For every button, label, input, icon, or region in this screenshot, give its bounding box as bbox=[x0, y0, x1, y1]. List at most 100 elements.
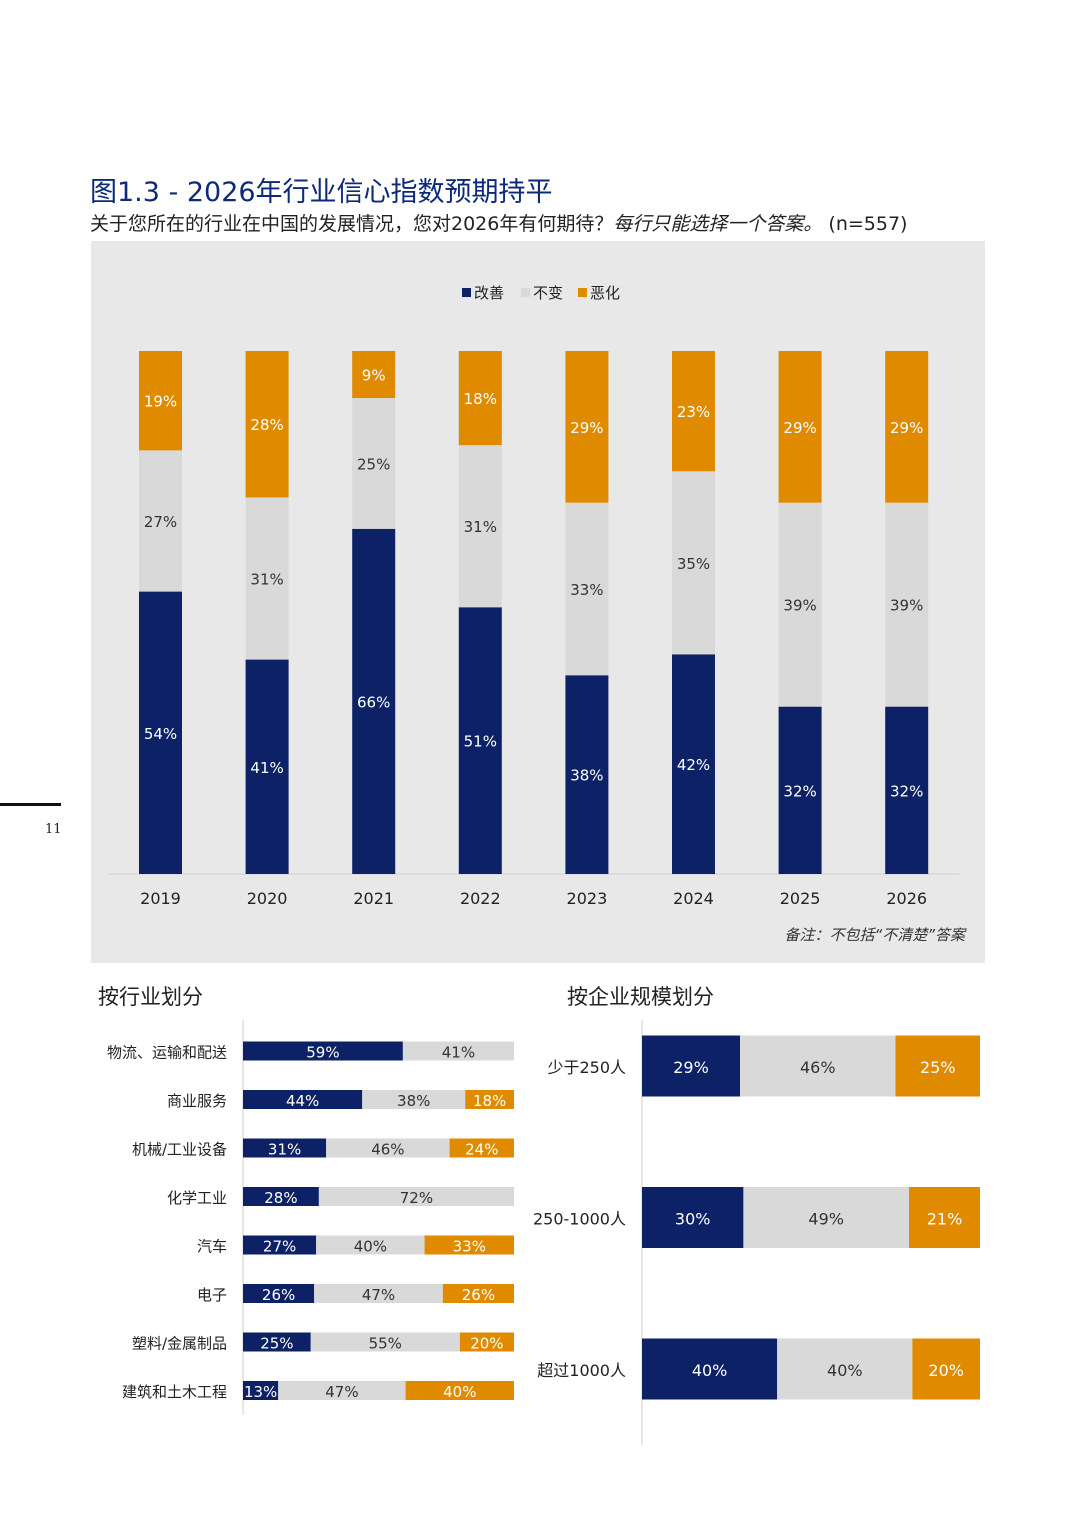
subtitle-sample-size: (n=557) bbox=[828, 213, 908, 235]
x-tick-label-2021: 2021 bbox=[353, 889, 394, 908]
bar-segment-same bbox=[740, 1035, 896, 1097]
category-label: 汽车 bbox=[197, 1238, 227, 1256]
bar-segment-label-improve: 25% bbox=[260, 1335, 293, 1353]
bar-segment-label-same: 55% bbox=[369, 1335, 402, 1353]
industry-section-title: 按行业划分 bbox=[98, 985, 203, 1009]
legend-label-improve: 改善 bbox=[474, 284, 504, 302]
bar-segment-label-worse: 40% bbox=[443, 1383, 476, 1401]
bar-label-2023-worse: 29% bbox=[570, 419, 603, 437]
category-label: 少于250人 bbox=[547, 1058, 626, 1077]
category-label: 电子 bbox=[197, 1286, 227, 1304]
bar-label-2022-improve: 51% bbox=[464, 733, 497, 751]
x-tick-label-2024: 2024 bbox=[673, 889, 714, 908]
bar-segment-improve bbox=[642, 1187, 744, 1248]
bar-segment-label-improve: 40% bbox=[692, 1361, 728, 1380]
bar-segment-label-improve: 27% bbox=[263, 1238, 296, 1256]
bar-segment-label-improve: 44% bbox=[286, 1092, 319, 1110]
bar-label-2022-worse: 18% bbox=[464, 390, 497, 408]
bar-segment-improve bbox=[642, 1338, 778, 1400]
bar-segment-same bbox=[326, 1138, 450, 1158]
bar-segment-same bbox=[314, 1284, 443, 1303]
bar-label-2020-same: 31% bbox=[250, 571, 283, 589]
bar-label-2023-same: 33% bbox=[570, 581, 603, 599]
bar-segment-label-worse: 26% bbox=[462, 1286, 495, 1304]
bar-segment-same bbox=[310, 1332, 460, 1352]
bar-label-2025-worse: 29% bbox=[783, 419, 816, 437]
chart-note: 备注：不包括“不清楚”答案 bbox=[784, 926, 967, 944]
bar-segment-worse bbox=[909, 1187, 980, 1248]
legend-swatch-worse bbox=[578, 288, 587, 297]
main-chart-panel bbox=[91, 241, 985, 963]
bar-segment-label-same: 40% bbox=[354, 1238, 387, 1256]
bar-2021-worse bbox=[352, 351, 396, 399]
bar-segment-label-improve: 31% bbox=[268, 1141, 301, 1159]
bar-segment-label-same: 46% bbox=[800, 1058, 836, 1077]
bar-segment-same bbox=[318, 1187, 514, 1206]
bar-label-2025-same: 39% bbox=[783, 597, 816, 615]
bar-segment-label-worse: 20% bbox=[928, 1361, 964, 1380]
bar-segment-improve bbox=[243, 1138, 327, 1158]
bar-segment-label-improve: 59% bbox=[306, 1044, 339, 1062]
bar-2022-improve bbox=[458, 607, 502, 874]
category-label: 化学工业 bbox=[167, 1189, 227, 1207]
bar-segment-worse bbox=[405, 1381, 514, 1400]
bar-2023-improve bbox=[565, 675, 609, 874]
bar-2026-worse bbox=[885, 351, 929, 503]
bar-2025-worse bbox=[778, 351, 822, 503]
bar-label-2024-improve: 42% bbox=[677, 756, 710, 774]
bar-2025-improve bbox=[778, 706, 822, 874]
bar-2021-improve bbox=[352, 528, 396, 874]
page-title: 图1.3 - 2026年行业信心指数预期持平 bbox=[90, 177, 553, 208]
x-tick-label-2023: 2023 bbox=[567, 889, 608, 908]
legend-swatch-improve bbox=[462, 288, 471, 297]
bar-segment-label-improve: 30% bbox=[675, 1210, 711, 1229]
bar-segment-label-same: 40% bbox=[827, 1361, 863, 1380]
x-tick-label-2022: 2022 bbox=[460, 889, 501, 908]
x-tick-label-2020: 2020 bbox=[247, 889, 288, 908]
bar-segment-improve bbox=[243, 1090, 363, 1109]
bar-segment-label-worse: 25% bbox=[920, 1058, 956, 1077]
bar-2019-same bbox=[139, 450, 182, 592]
bar-label-2026-improve: 32% bbox=[890, 782, 923, 800]
bar-segment-worse bbox=[895, 1035, 980, 1097]
bar-2024-worse bbox=[672, 351, 715, 472]
bar-segment-improve bbox=[243, 1235, 317, 1255]
bar-label-2024-worse: 23% bbox=[677, 403, 710, 421]
bar-2023-same bbox=[565, 502, 609, 676]
bar-segment-label-worse: 21% bbox=[927, 1210, 963, 1229]
page-number: 11 bbox=[45, 822, 62, 837]
bar-segment-same bbox=[278, 1381, 406, 1400]
bar-segment-worse bbox=[459, 1332, 514, 1352]
category-label: 建筑和土木工程 bbox=[122, 1383, 227, 1401]
bar-2022-worse bbox=[458, 351, 502, 446]
category-label: 机械/工业设备 bbox=[132, 1141, 227, 1159]
bar-2026-same bbox=[885, 502, 929, 707]
bar-label-2019-worse: 19% bbox=[144, 393, 177, 411]
category-label: 商业服务 bbox=[167, 1092, 227, 1110]
bar-segment-label-worse: 33% bbox=[453, 1238, 486, 1256]
chart-subtitle: 关于您所在的行业在中国的发展情况，您对2026年有何期待？每行只能选择一个答案。… bbox=[90, 209, 907, 236]
bar-label-2021-worse: 9% bbox=[362, 367, 386, 385]
bar-segment-label-same: 72% bbox=[400, 1189, 433, 1207]
bar-segment-worse bbox=[912, 1338, 980, 1400]
bar-segment-label-improve: 28% bbox=[264, 1189, 297, 1207]
bar-2020-same bbox=[245, 497, 289, 660]
bar-segment-label-worse: 20% bbox=[470, 1335, 503, 1353]
bar-segment-same bbox=[743, 1187, 910, 1248]
bar-segment-label-same: 47% bbox=[362, 1286, 395, 1304]
bar-2025-same bbox=[778, 502, 822, 707]
bar-segment-label-same: 47% bbox=[325, 1383, 358, 1401]
industry-breakdown-chart: 物流、运输和配送 59% 41% 商业服务 44% 38% 18% 机械/工业设备 31% 46%… bbox=[107, 1020, 514, 1415]
bar-2020-worse bbox=[245, 351, 289, 498]
bar-2021-same bbox=[352, 398, 396, 529]
bar-2022-same bbox=[458, 445, 502, 608]
bar-label-2021-same: 25% bbox=[357, 455, 390, 473]
legend-label-same: 不变 bbox=[533, 284, 563, 302]
bar-segment-label-improve: 26% bbox=[262, 1286, 295, 1304]
bar-label-2019-same: 27% bbox=[144, 513, 177, 531]
bar-label-2019-improve: 54% bbox=[144, 725, 177, 743]
bar-segment-improve bbox=[243, 1332, 311, 1352]
bar-segment-label-improve: 13% bbox=[244, 1383, 277, 1401]
bar-segment-label-same: 41% bbox=[442, 1044, 475, 1062]
bar-2023-worse bbox=[565, 351, 609, 503]
